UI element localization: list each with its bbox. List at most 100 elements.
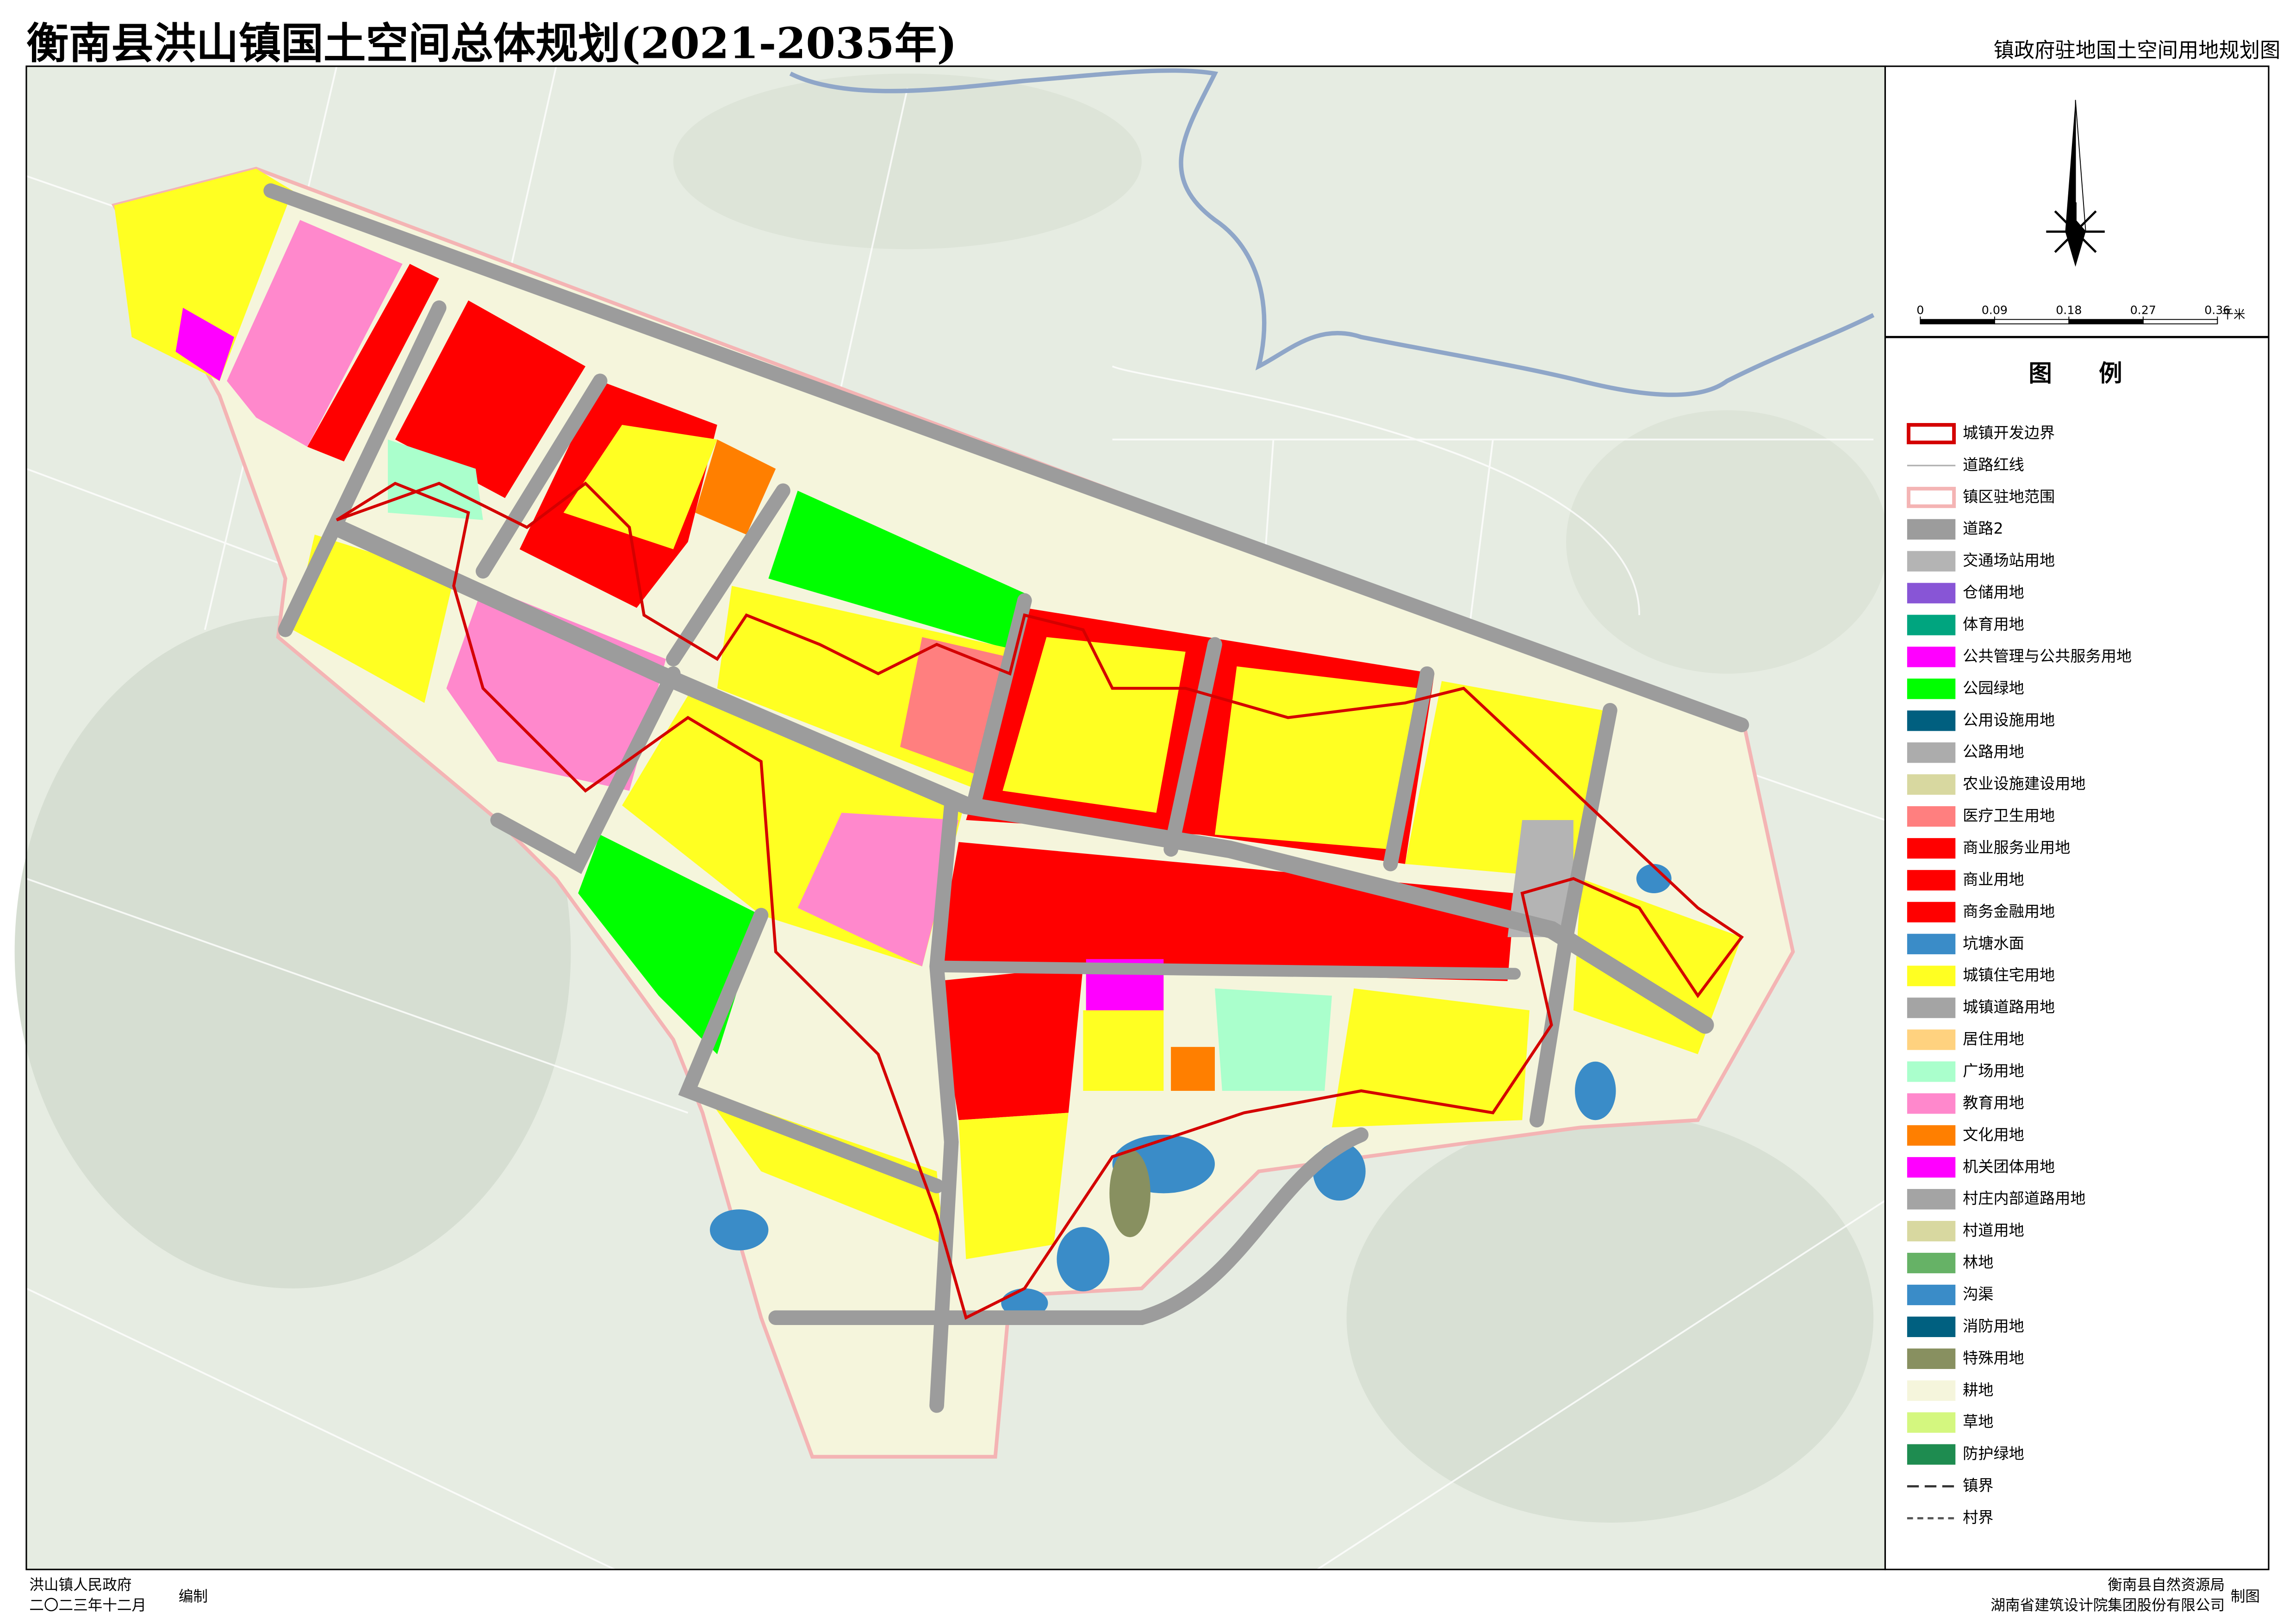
scale-segment [2068, 319, 2144, 324]
residential [1083, 1010, 1164, 1091]
legend-swatch [1907, 1093, 1956, 1114]
legend-label: 公共管理与公共服务用地 [1963, 647, 2132, 665]
river [789, 68, 1875, 397]
residential [958, 1113, 1069, 1259]
legend-label: 广场用地 [1963, 1062, 2024, 1080]
footer-org1: 衡南县自然资源局 [2108, 1577, 2225, 1593]
legend-swatch [1907, 806, 1956, 827]
scale-label: 0 [1916, 303, 1924, 317]
legend-label: 道路2 [1963, 519, 2003, 537]
legend-swatch [1907, 1220, 1956, 1242]
legend-label: 商业用地 [1963, 870, 2024, 888]
north-arrow [2046, 100, 2105, 267]
footer-action: 编制 [179, 1588, 208, 1605]
legend-swatch [1907, 551, 1956, 572]
legend-label: 公园绿地 [1963, 679, 2024, 697]
legend-label: 体育用地 [1963, 615, 2024, 633]
legend-label: 坑塘水面 [1963, 934, 2024, 952]
legend-swatch [1907, 1316, 1956, 1338]
legend-swatch [1907, 678, 1956, 699]
legend-swatch [1907, 1061, 1956, 1082]
scale-label: 0.09 [1982, 303, 2008, 317]
culture [1171, 1047, 1215, 1091]
legend-swatch [1907, 486, 1956, 508]
legend-swatch [1907, 519, 1956, 540]
legend-label: 商务金融用地 [1963, 902, 2055, 920]
legend-swatch [1907, 838, 1956, 859]
hill [673, 73, 1142, 249]
culture [695, 439, 776, 535]
scale-label: 0.36 [2204, 303, 2230, 317]
legend-label: 机关团体用地 [1963, 1157, 2055, 1176]
commercial [937, 842, 1515, 981]
commercial [937, 966, 1083, 1120]
legend-swatch [1907, 615, 1956, 635]
legend-label: 村界 [1963, 1508, 1993, 1526]
legend-swatch [1907, 1444, 1956, 1465]
legend-swatch [1907, 1157, 1956, 1178]
special-land [1109, 1149, 1151, 1238]
legend-label: 镇界 [1963, 1476, 1993, 1494]
legend-swatch [1907, 647, 1956, 667]
residential [703, 1090, 944, 1245]
footer-org: 洪山镇人民政府 [29, 1577, 131, 1593]
legend-swatch [1907, 965, 1956, 986]
legend-swatch [1907, 423, 1956, 444]
education [227, 220, 403, 447]
legend-label: 沟渠 [1963, 1285, 1993, 1303]
footer-org2: 湖南省建筑设计院集团股份有限公司 [1990, 1597, 2225, 1614]
legend-swatch [1907, 1029, 1956, 1050]
pond [1636, 864, 1672, 894]
scale-label: 0.27 [2130, 303, 2156, 317]
residential [1573, 878, 1742, 1054]
legend-label: 林地 [1963, 1253, 1993, 1271]
legend-swatch [1907, 1125, 1956, 1146]
pond [709, 1209, 769, 1251]
residential [292, 535, 454, 703]
public-service [175, 307, 235, 381]
compass-rose [2046, 202, 2105, 261]
hill [1566, 410, 1888, 674]
legend-label: 道路红线 [1963, 455, 2024, 473]
legend-label: 草地 [1963, 1412, 1993, 1431]
plaza [388, 439, 483, 520]
scale-segment [2142, 319, 2218, 324]
park [768, 491, 1025, 652]
commercial [307, 264, 439, 462]
legend-label: 文化用地 [1963, 1126, 2024, 1144]
legend-swatch [1907, 1380, 1956, 1401]
legend-label: 耕地 [1963, 1381, 1993, 1399]
park [578, 834, 761, 1054]
footer-date: 二〇二三年十二月 [29, 1597, 146, 1614]
legend-label: 农业设施建设用地 [1963, 775, 2086, 793]
legend-label: 仓储用地 [1963, 583, 2024, 601]
scale-segment [1994, 319, 2070, 324]
development-boundary [336, 481, 1744, 1320]
legend-label: 医疗卫生用地 [1963, 807, 2055, 825]
legend-swatch [1907, 902, 1956, 922]
education [797, 813, 959, 967]
map-area [14, 65, 1888, 1570]
commercial [395, 300, 586, 498]
legend-swatch [1907, 933, 1956, 954]
legend-swatch [1907, 1348, 1956, 1369]
legend-swatch [1907, 1189, 1956, 1210]
subtitle: 镇政府驻地国土空间用地规划图 [1994, 39, 2281, 62]
hill [14, 615, 571, 1288]
legend-label: 村庄内部道路用地 [1963, 1189, 2086, 1207]
legend-label: 居住用地 [1963, 1030, 2024, 1048]
residential [114, 168, 293, 381]
title: 衡南县洪山镇国土空间总体规划(2021-2035年) [26, 19, 957, 68]
residential [563, 424, 717, 549]
pond [1057, 1227, 1110, 1292]
legend-label: 消防用地 [1963, 1317, 2024, 1335]
legend-swatch [1907, 997, 1956, 1018]
legend-label: 公路用地 [1963, 743, 2024, 761]
legend-swatch [1907, 774, 1956, 795]
residential [1214, 666, 1420, 850]
scale-segment [1920, 319, 1995, 324]
